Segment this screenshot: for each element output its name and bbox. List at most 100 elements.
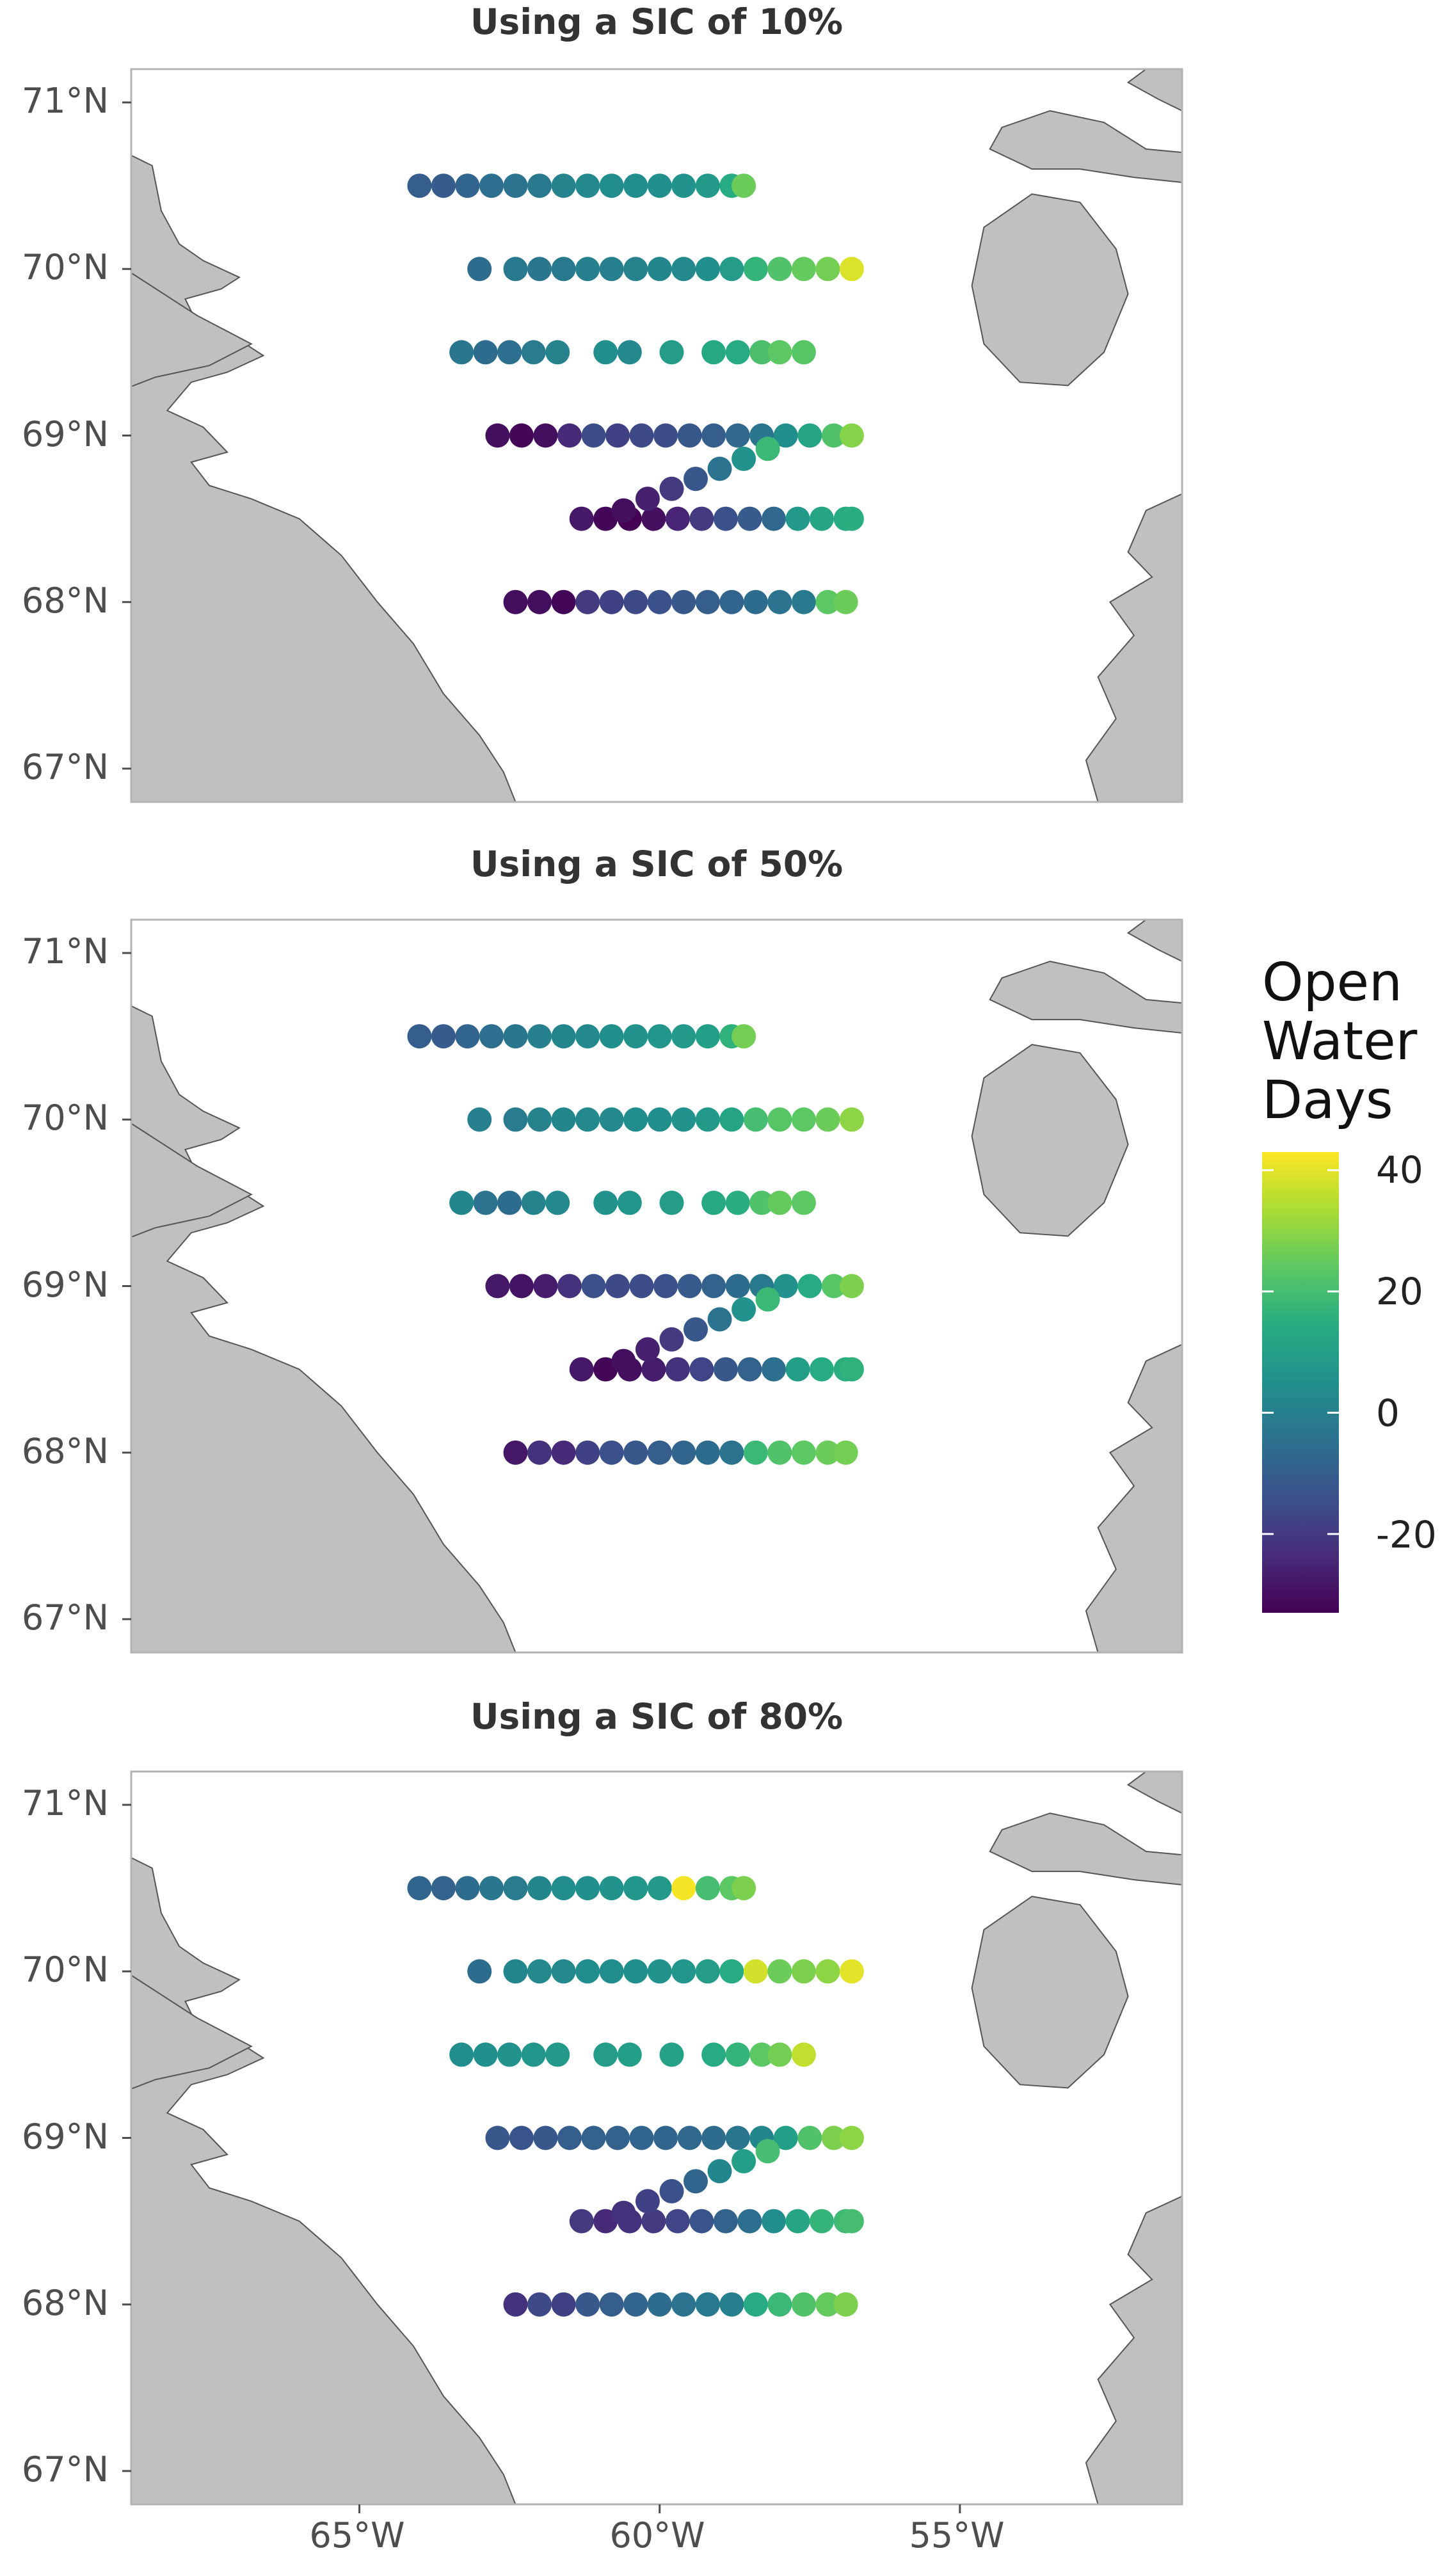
data-point: [665, 2209, 690, 2234]
data-point: [659, 1190, 684, 1215]
lon-tick-60w: 60°W: [609, 2515, 705, 2556]
data-point: [732, 1876, 756, 1901]
lat-tick-label: 67°N: [21, 2449, 109, 2490]
data-point: [551, 2292, 576, 2317]
data-point: [762, 2209, 786, 2234]
data-point: [575, 257, 600, 282]
data-point: [695, 257, 720, 282]
data-point: [791, 1107, 816, 1132]
data-point: [623, 1107, 648, 1132]
data-point: [581, 423, 606, 448]
data-point: [767, 340, 792, 365]
lat-tick-label: 70°N: [21, 1098, 109, 1139]
data-point: [557, 2125, 582, 2150]
data-point: [743, 1440, 768, 1465]
data-point: [503, 173, 528, 198]
data-point: [527, 1440, 552, 1465]
land-polygon: [131, 154, 516, 802]
data-point: [599, 589, 624, 614]
data-point: [737, 506, 762, 531]
data-point: [725, 423, 750, 448]
map-panel-2: [122, 918, 1183, 1654]
data-point: [647, 2292, 672, 2317]
data-point: [545, 2042, 570, 2067]
data-point: [707, 456, 732, 481]
data-point: [773, 423, 798, 448]
data-point: [611, 2200, 636, 2225]
land-masses: [131, 1772, 1182, 2504]
data-point: [527, 257, 552, 282]
data-point: [701, 2042, 726, 2067]
data-point: [449, 1190, 474, 1215]
data-point: [791, 1440, 816, 1465]
land-polygon: [971, 1896, 1129, 2089]
data-point: [653, 2125, 678, 2150]
data-point: [617, 1190, 642, 1215]
data-point: [785, 1357, 810, 1382]
data-point: [605, 1274, 630, 1299]
map-panel-3: [122, 1770, 1183, 2513]
data-point: [695, 1876, 720, 1901]
data-point: [551, 1440, 576, 1465]
data-point: [521, 2042, 546, 2067]
data-point: [821, 423, 846, 448]
lat-tick-label: 71°N: [21, 931, 109, 972]
colorbar-gradient: [1262, 1152, 1339, 1613]
data-point: [659, 476, 684, 501]
data-point: [707, 2159, 732, 2184]
data-point: [485, 1274, 510, 1299]
data-point: [839, 2125, 864, 2150]
data-point: [551, 1959, 576, 1984]
legend-title-line-2: Water: [1262, 1011, 1418, 1072]
data-point: [551, 1107, 576, 1132]
data-point: [509, 423, 534, 448]
data-point: [713, 1357, 738, 1382]
data-point: [647, 257, 672, 282]
data-point: [647, 1876, 672, 1901]
land-polygon: [131, 272, 253, 388]
data-point: [599, 1876, 624, 1901]
data-point: [725, 340, 750, 365]
data-point: [767, 1107, 792, 1132]
data-point: [725, 1274, 750, 1299]
data-point: [527, 2292, 552, 2317]
data-point: [719, 1440, 744, 1465]
data-point: [659, 340, 684, 365]
data-point: [623, 173, 648, 198]
lat-tick-label: 70°N: [21, 1949, 109, 1990]
data-point: [467, 1107, 492, 1132]
data-point: [623, 1440, 648, 1465]
data-point: [732, 1024, 756, 1049]
land-polygon: [989, 1812, 1182, 1886]
data-point: [647, 1959, 672, 1984]
data-point: [701, 423, 726, 448]
data-point: [833, 589, 858, 614]
data-point: [467, 257, 492, 282]
data-point: [599, 1024, 624, 1049]
data-point: [593, 340, 618, 365]
data-point: [695, 1024, 720, 1049]
data-point: [449, 340, 474, 365]
land-masses: [131, 920, 1182, 1652]
legend-title: Open Water Days: [1262, 954, 1441, 1130]
data-point: [407, 1876, 432, 1901]
data-point: [527, 1107, 552, 1132]
land-polygon: [131, 1857, 516, 2504]
data-point: [743, 1959, 768, 1984]
data-point: [671, 1107, 696, 1132]
data-point: [689, 1357, 714, 1382]
data-point: [449, 2042, 474, 2067]
data-point: [773, 2125, 798, 2150]
data-point: [545, 340, 570, 365]
land-polygon: [1126, 69, 1182, 112]
data-point: [815, 1959, 840, 1984]
data-point: [749, 2042, 774, 2067]
data-point: [521, 340, 546, 365]
data-point: [479, 173, 504, 198]
data-point: [707, 1307, 732, 1332]
data-point: [671, 1024, 696, 1049]
land-polygon: [971, 1044, 1129, 1237]
data-point: [503, 1440, 528, 1465]
data-point: [557, 423, 582, 448]
data-point: [635, 486, 660, 511]
